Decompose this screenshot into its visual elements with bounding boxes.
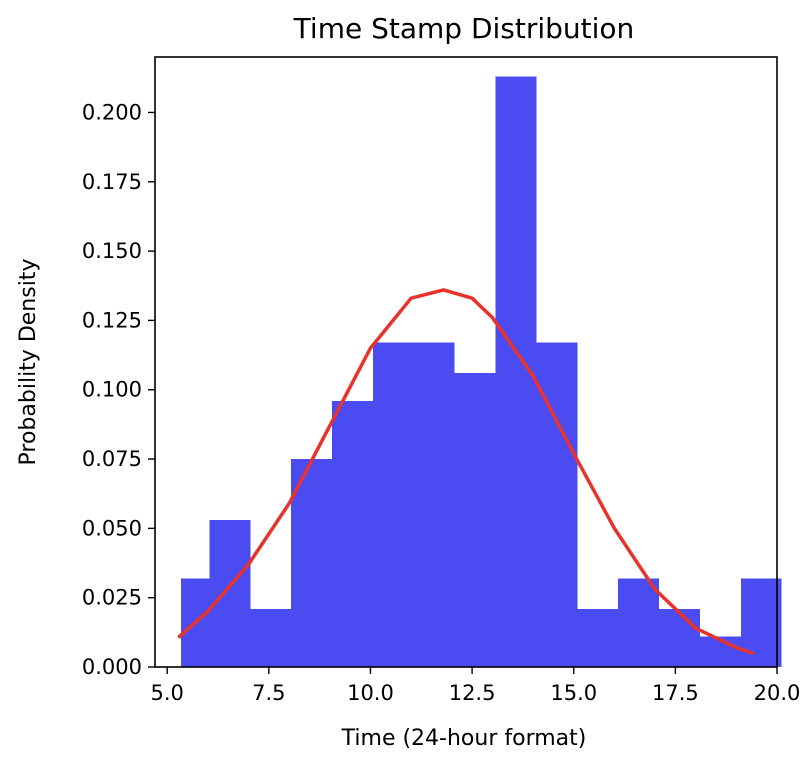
y-tick-label: 0.025	[82, 586, 142, 610]
y-tick-label: 0.200	[82, 100, 142, 124]
histogram-bar-11	[618, 578, 660, 667]
histogram-bar-3	[291, 459, 333, 667]
x-tick-label: 20.0	[754, 681, 801, 705]
density-curve-group	[177, 288, 755, 655]
histogram-bar-4	[332, 400, 373, 667]
y-tick-label: 0.050	[82, 516, 142, 540]
y-axis: 0.000 0.025 0.050 0.075 0.100 0.125 0.150 0.175…	[82, 100, 155, 679]
histogram-bar-7	[454, 373, 496, 667]
x-tick-label: 7.5	[252, 681, 285, 705]
x-tick-label: 15.0	[550, 681, 597, 705]
y-axis-title: Probability Density	[16, 259, 41, 466]
histogram-bar-1	[209, 520, 251, 667]
histogram-bar-14	[740, 578, 782, 667]
y-tick-label: 0.150	[82, 239, 142, 263]
plot-frame	[154, 56, 778, 668]
y-tick-label: 0.125	[82, 308, 142, 332]
chart-title: Time Stamp Distribution	[293, 12, 635, 45]
y-tick-label: 0.000	[82, 655, 142, 679]
histogram-bar-10	[577, 608, 619, 667]
histogram-bar-12	[659, 608, 700, 667]
density-curve	[177, 288, 755, 655]
x-tick-label: 12.5	[449, 681, 496, 705]
histogram-bar-2	[250, 608, 292, 667]
y-tick-label: 0.100	[82, 378, 142, 402]
x-axis-title: Time (24-hour format)	[341, 726, 587, 751]
x-tick-label: 5.0	[150, 681, 183, 705]
y-tick-label: 0.075	[82, 447, 142, 471]
x-tick-label: 17.5	[652, 681, 699, 705]
x-tick-label: 10.0	[347, 681, 394, 705]
histogram-bars	[181, 76, 782, 668]
x-axis: 5.0 7.5 10.0 12.5 15.0 17.5 20.0	[150, 667, 800, 705]
y-tick-label: 0.175	[82, 170, 142, 194]
histogram-bar-5	[372, 342, 414, 667]
histogram-bar-6	[413, 342, 455, 667]
